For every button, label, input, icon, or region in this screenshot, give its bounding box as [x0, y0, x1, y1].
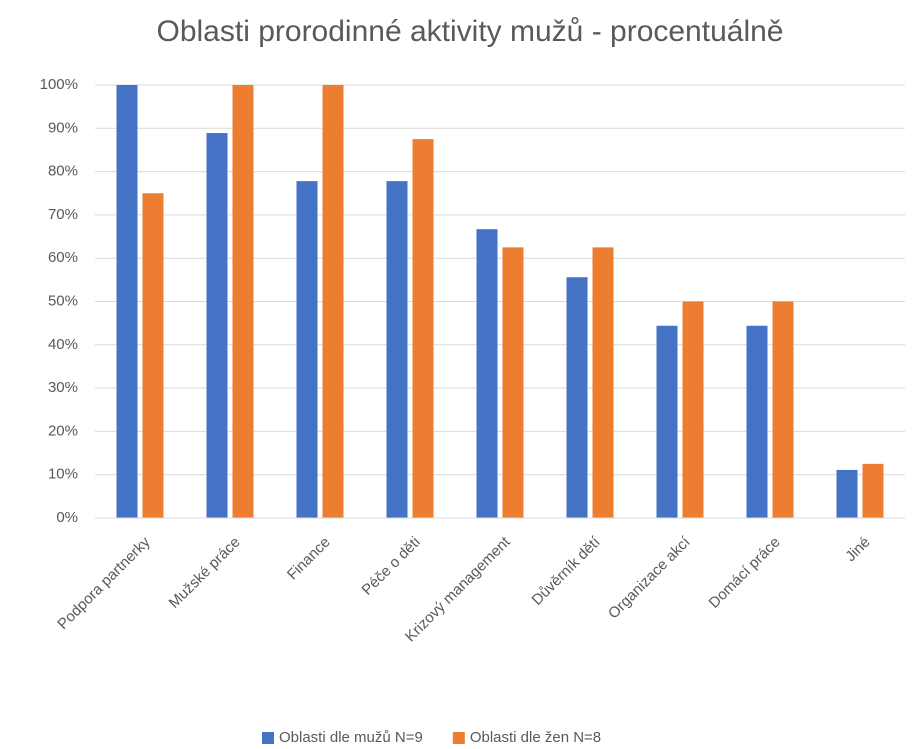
bar: [862, 463, 884, 518]
x-tick-label: Domácí práce: [706, 534, 784, 612]
y-tick-label: 50%: [48, 292, 78, 309]
chart-title: Oblasti prorodinné aktivity mužů - proce…: [157, 15, 784, 48]
x-tick-label: Mužské práce: [166, 534, 244, 612]
bar: [566, 277, 588, 518]
y-tick-label: 0%: [56, 509, 78, 526]
legend-label: Oblasti dle žen N=8: [470, 729, 601, 746]
x-tick-label: Finance: [284, 534, 334, 584]
bar: [656, 325, 678, 518]
y-tick-label: 60%: [48, 249, 78, 266]
bar: [746, 325, 768, 518]
bar: [296, 181, 318, 518]
bar: [592, 247, 614, 518]
y-tick-label: 100%: [40, 76, 78, 93]
bar: [322, 85, 344, 518]
y-tick-label: 10%: [48, 466, 78, 483]
y-tick-label: 90%: [48, 119, 78, 136]
bar: [232, 85, 254, 518]
legend-swatch: [452, 732, 465, 744]
bar: [502, 247, 524, 518]
bar: [206, 133, 228, 519]
bar: [682, 301, 704, 518]
legend-label: Oblasti dle mužů N=9: [279, 729, 423, 746]
bar: [836, 469, 858, 518]
y-tick-label: 40%: [48, 336, 78, 353]
x-tick-label: Jiné: [842, 534, 873, 565]
x-tick-label: Organizace akcí: [605, 533, 694, 622]
y-tick-label: 80%: [48, 163, 78, 180]
bar: [116, 85, 138, 518]
y-tick-label: 70%: [48, 206, 78, 223]
legend-swatch: [262, 732, 274, 744]
bar: [772, 301, 794, 518]
y-tick-label: 30%: [48, 379, 78, 396]
x-tick-label: Péče o děti: [359, 534, 424, 599]
y-tick-label: 20%: [48, 422, 78, 439]
bar: [142, 193, 164, 518]
x-tick-label: Podpora partnerky: [54, 533, 154, 633]
bar: [412, 139, 434, 518]
bar: [386, 181, 408, 518]
bar: [476, 229, 498, 518]
x-tick-label: Důvěrník dětí: [529, 533, 605, 609]
